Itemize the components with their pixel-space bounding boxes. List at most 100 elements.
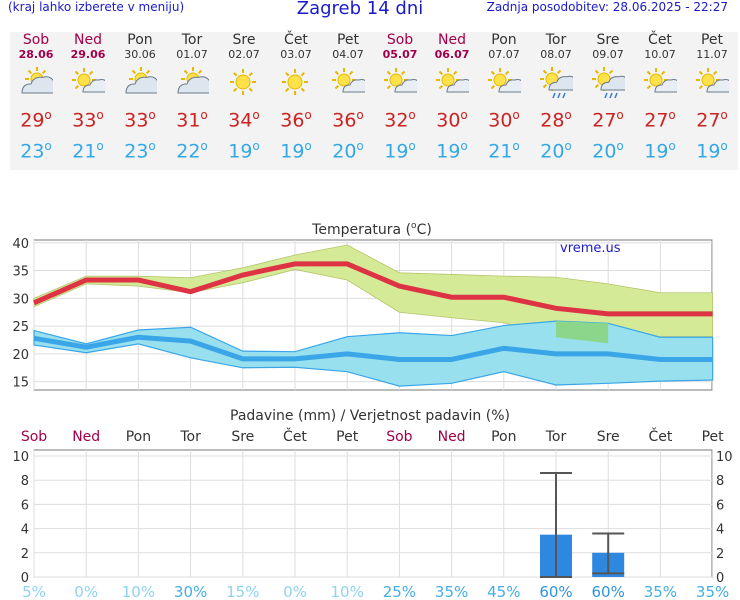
min-temperature: 19o [280,139,312,163]
min-temperature: 21o [72,139,104,163]
last-updated: Zadnja posodobitev: 28.06.2025 - 22:27 [486,0,728,14]
partly-cloudy-sun-icon [10,67,62,99]
day-name: Sob [386,32,414,48]
precipitation-chart: Padavine (mm) / Verjetnost padavin (%) S… [12,408,732,600]
watermark: vreme.us [560,241,621,256]
precipitation-probability: 0% [283,583,307,600]
max-temperature: 33o [72,108,104,132]
min-temperature: 21o [488,139,520,163]
max-temperature: 30o [436,108,468,132]
precipitation-day-label: Sre [597,429,620,445]
day-name: Ned [438,32,466,48]
day-name: Pon [127,32,153,48]
day-name: Tor [545,32,567,48]
precipitation-probability: 45% [487,583,520,600]
precipitation-probability: 10% [331,583,364,600]
day-name: Sre [232,32,256,48]
precipitation-y-tick-right: 8 [716,474,724,489]
precipitation-probability: 35% [435,583,468,600]
day-forecast-5: Čet 03.07 36o 19o [270,32,322,166]
min-temperature: 23o [20,139,52,163]
precipitation-chart-title: Padavine (mm) / Verjetnost padavin (%) [230,408,510,424]
day-date: 03.07 [280,48,312,61]
min-temperature: 19o [384,139,416,163]
day-name: Čet [648,32,672,48]
sun-small-cloud-icon [634,67,686,99]
max-temperature: 32o [384,108,416,132]
precipitation-day-label: Ned [72,429,100,445]
min-temperature-range-band [33,320,714,387]
max-temperature: 29o [20,108,52,132]
day-name: Čet [284,32,308,48]
min-temperature: 19o [696,139,728,163]
precipitation-day-label: Pet [336,429,359,445]
min-temperature-line [33,334,713,362]
sun-rain-cloud-icon [530,67,582,99]
day-date: 29.06 [70,48,106,61]
day-date: 04.07 [332,48,364,61]
precipitation-day-label: Pon [491,429,516,445]
day-forecast-7: Sob 05.07 32o 19o [374,32,426,166]
max-temperature-line [33,261,713,317]
day-forecast-12: Čet 10.07 27o 19o [634,32,686,166]
max-temperature: 27o [644,108,676,132]
page-title: Zagreb 14 dni [296,0,424,19]
day-forecast-8: Ned 06.07 30o 19o [426,32,478,166]
precipitation-y-tick-left: 2 [21,547,29,562]
daily-forecast-strip: Sob 28.06 29o 23o Ned 29.06 33o 21o Pon 30.06 33o 2… [10,32,738,170]
precipitation-probability: 15% [226,583,259,600]
day-date: 10.07 [644,48,676,61]
day-forecast-3: Tor 01.07 31o 22o [166,32,218,166]
sun-icon [270,67,322,99]
day-date: 11.07 [696,48,728,61]
min-temperature: 19o [644,139,676,163]
precipitation-day-label: Sob [21,429,47,445]
max-temperature: 34o [228,108,260,132]
min-temperature: 19o [228,139,260,163]
precipitation-day-label: Pet [702,429,725,445]
day-name: Ned [74,32,102,48]
day-forecast-11: Sre 09.07 27o 20o [582,32,634,166]
precipitation-y-tick-left: 10 [12,450,29,465]
day-forecast-13: Pet 11.07 27o 19o [686,32,738,166]
min-temperature: 22o [176,139,208,163]
max-temperature: 27o [696,108,728,132]
partly-cloudy-sun-icon [166,67,218,99]
temperature-y-tick: 30 [12,292,29,307]
precipitation-day-label: Čet [648,427,672,445]
precipitation-day-label: Čet [283,427,307,445]
precipitation-day-label: Sob [386,429,412,445]
precipitation-probability: 35% [644,583,677,600]
temperature-chart: Temperatura (oC) 15 20 25 30 35 40 vreme.us [12,221,714,391]
temperature-y-tick: 35 [12,265,29,280]
max-temperature: 36o [332,108,364,132]
precipitation-probability: 10% [122,583,155,600]
day-forecast-10: Tor 08.07 28o 20o [530,32,582,166]
day-date: 02.07 [228,48,260,61]
location-menu-hint: (kraj lahko izberete v meniju) [8,0,185,14]
precipitation-day-label: Ned [438,429,466,445]
precipitation-day-label: Pon [126,429,151,445]
day-forecast-0: Sob 28.06 29o 23o [10,32,62,166]
min-temperature: 23o [124,139,156,163]
sun-small-cloud-icon [374,67,426,99]
precipitation-y-tick-right: 6 [716,498,724,513]
temperature-chart-title: Temperatura (oC) [311,221,432,238]
temperature-y-tick: 40 [12,237,29,252]
temperature-y-tick: 15 [12,376,29,391]
precipitation-y-tick-right: 4 [716,523,724,538]
day-name: Pet [336,32,360,48]
partly-cloudy-sun-icon [114,67,166,99]
sun-small-cloud-icon [478,67,530,99]
day-forecast-1: Ned 29.06 33o 21o [62,32,114,166]
day-date: 06.07 [434,48,470,61]
day-forecast-6: Pet 04.07 36o 20o [322,32,374,166]
precipitation-day-label: Tor [545,429,567,445]
max-temperature: 33o [124,108,156,132]
temperature-y-tick: 25 [12,320,29,335]
precipitation-day-label: Sre [231,429,254,445]
precipitation-probability: 5% [22,583,46,600]
day-date: 28.06 [18,48,54,61]
sun-small-cloud-icon [322,67,374,99]
min-temperature: 20o [540,139,572,163]
